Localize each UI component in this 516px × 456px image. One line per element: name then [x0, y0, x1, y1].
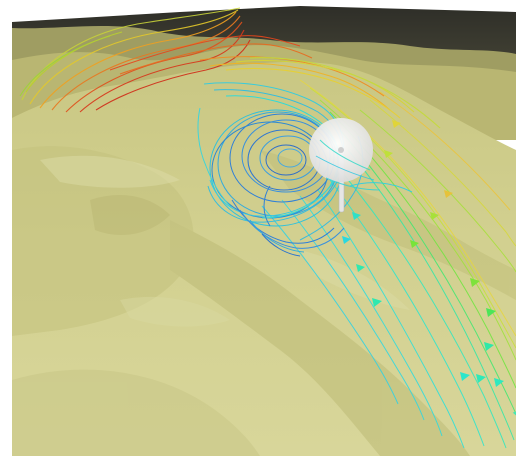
- downwind-streamlines: [261, 79, 516, 449]
- terrain-highlights: [40, 155, 410, 327]
- foreground-streamlines: [315, 139, 381, 191]
- wind-turbine-icon[interactable]: [309, 118, 373, 213]
- flow-arrows: [342, 120, 504, 387]
- turbine-hub: [338, 147, 344, 153]
- fast-streamlines: [19, 7, 441, 129]
